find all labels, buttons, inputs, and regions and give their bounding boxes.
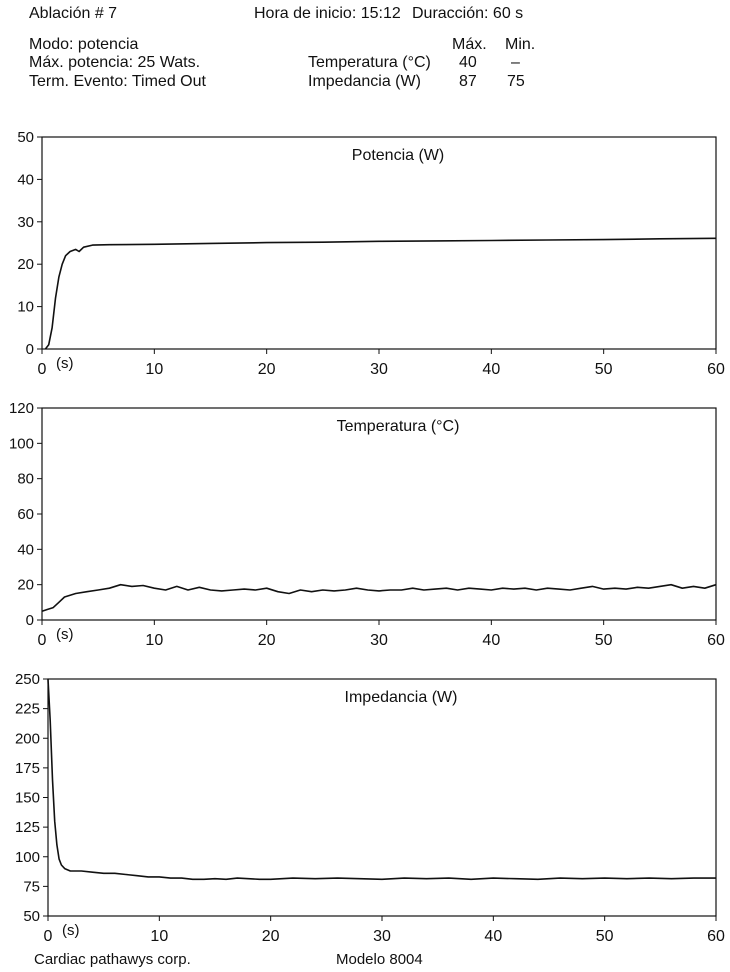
impedance-row-label: Impedancia (W) — [308, 73, 421, 90]
y-tick-label: 60 — [17, 506, 34, 523]
y-tick-label: 175 — [15, 760, 40, 777]
y-tick-label: 0 — [26, 341, 34, 358]
y-tick-label: 30 — [17, 214, 34, 231]
y-tick-label: 20 — [17, 577, 34, 594]
y-tick-label: 100 — [15, 849, 40, 866]
temperature-row-label: Temperatura (°C) — [308, 54, 431, 71]
y-tick-label: 50 — [17, 129, 34, 146]
y-tick-label: 250 — [15, 671, 40, 688]
ablation-number: Ablación # 7 — [29, 5, 118, 22]
series-line — [44, 237, 717, 350]
chart-title: Temperatura (°C) — [337, 418, 460, 435]
y-tick-label: 120 — [9, 400, 34, 417]
x-tick-label: 30 — [373, 928, 391, 945]
x-tick-label: 50 — [595, 361, 613, 378]
y-tick-label: 125 — [15, 819, 40, 836]
y-tick-label: 75 — [23, 878, 40, 895]
x-tick-label: 10 — [145, 632, 163, 649]
x-tick-label: 60 — [707, 632, 725, 649]
x-tick-label: 20 — [258, 361, 276, 378]
x-tick-label: 30 — [370, 361, 388, 378]
y-tick-label: 80 — [17, 471, 34, 488]
mode-label: Modo: potencia — [29, 36, 139, 53]
x-tick-label: 0 — [44, 928, 53, 945]
x-tick-label: 40 — [482, 632, 500, 649]
chart-3-frame — [47, 678, 717, 917]
x-axis-label: (s) — [56, 355, 74, 372]
y-tick-label: 20 — [17, 256, 34, 273]
chart-title: Impedancia (W) — [345, 689, 458, 706]
x-tick-label: 20 — [262, 928, 280, 945]
x-tick-label: 0 — [38, 632, 47, 649]
end-event-label: Term. Evento: Timed Out — [29, 73, 206, 90]
x-tick-label: 40 — [482, 361, 500, 378]
start-time: Hora de inicio: 15:12 — [254, 5, 401, 22]
model-name: Modelo 8004 — [336, 951, 423, 968]
x-tick-label: 30 — [370, 632, 388, 649]
y-tick-label: 50 — [23, 908, 40, 925]
x-tick-label: 0 — [38, 361, 47, 378]
x-tick-label: 50 — [596, 928, 614, 945]
x-tick-label: 60 — [707, 928, 725, 945]
duration: Duracción: 60 s — [412, 5, 524, 22]
y-tick-label: 40 — [17, 171, 34, 188]
y-tick-label: 10 — [17, 299, 34, 316]
series-line — [47, 678, 716, 881]
x-axis-label: (s) — [56, 626, 74, 643]
x-tick-label: 50 — [595, 632, 613, 649]
impedance-min: 75 — [507, 73, 525, 90]
impedance-max: 87 — [459, 73, 477, 90]
x-tick-label: 60 — [707, 361, 725, 378]
y-tick-label: 0 — [26, 612, 34, 629]
x-axis-label: (s) — [62, 922, 80, 939]
chart-title: Potencia (W) — [352, 147, 444, 164]
y-tick-label: 40 — [17, 541, 34, 558]
y-tick-label: 100 — [9, 435, 34, 452]
chart-1-frame — [41, 136, 717, 350]
y-tick-label: 225 — [15, 701, 40, 718]
x-tick-label: 10 — [150, 928, 168, 945]
x-tick-label: 10 — [145, 361, 163, 378]
series-line — [41, 583, 717, 612]
company-name: Cardiac pathawys corp. — [34, 951, 191, 968]
col-min-header: Min. — [505, 36, 536, 53]
temperature-min: – — [511, 54, 520, 71]
col-max-header: Máx. — [452, 36, 487, 53]
temperature-max: 40 — [459, 54, 477, 71]
max-power-label: Máx. potencia: 25 Wats. — [29, 54, 201, 71]
y-tick-label: 150 — [15, 790, 40, 807]
x-tick-label: 40 — [484, 928, 502, 945]
y-tick-label: 200 — [15, 730, 40, 747]
x-tick-label: 20 — [258, 632, 276, 649]
